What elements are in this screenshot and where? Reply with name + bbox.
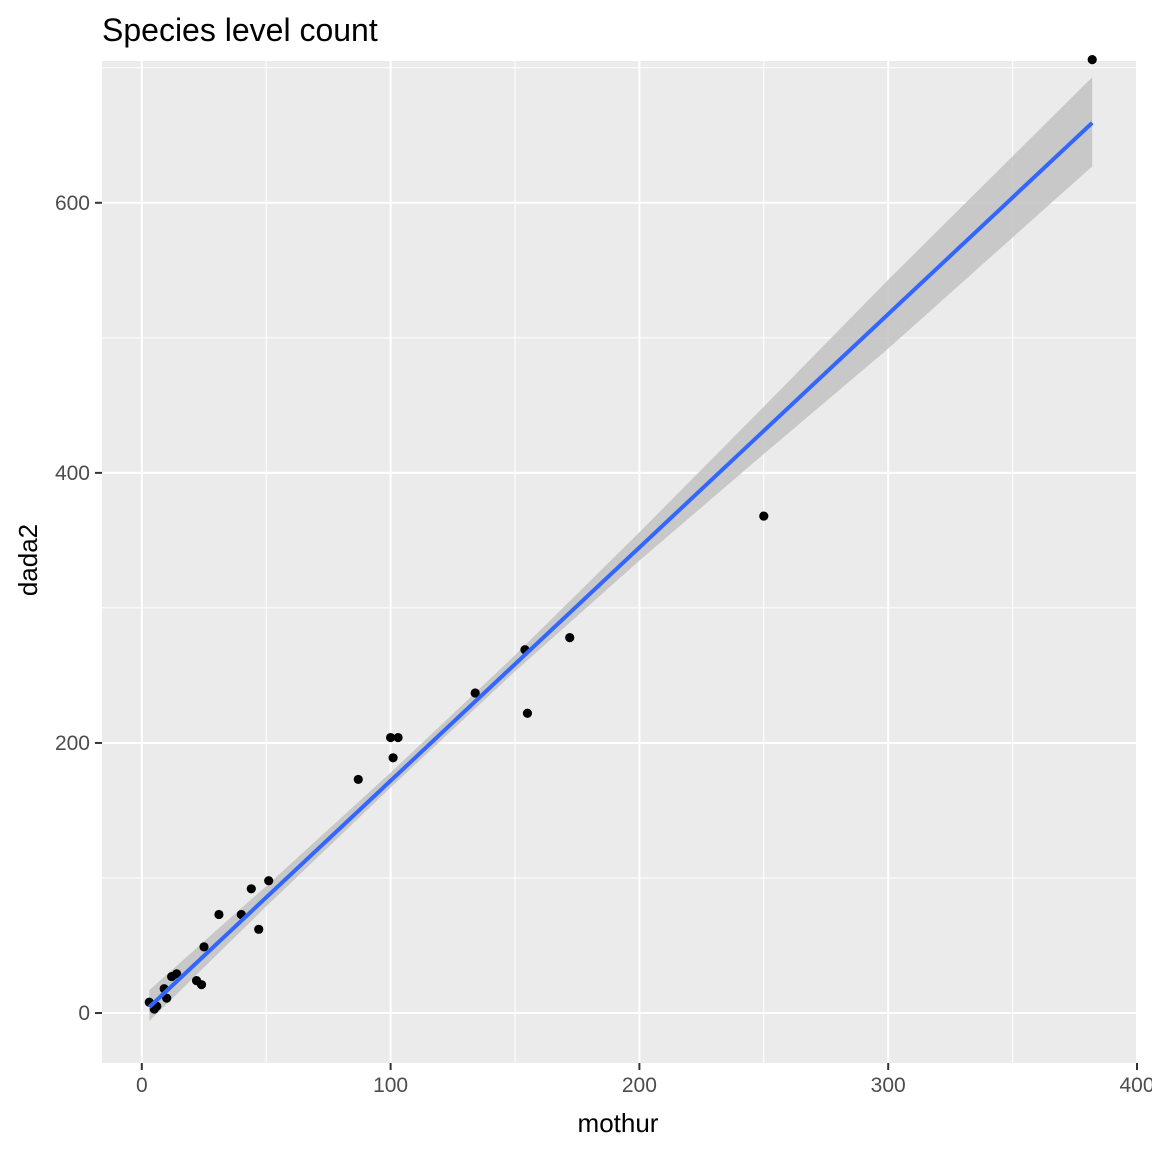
data-point [388,753,398,763]
data-point [522,708,533,718]
data-point [214,909,224,920]
y-tick-label: 400 [55,462,90,485]
data-point [1087,55,1097,65]
data-point [172,969,182,979]
x-axis-ticks: 0 100 200 300 400 [136,1063,1152,1097]
fit-line [147,121,1094,1009]
data-point [565,633,575,643]
data-point [246,884,256,894]
y-tick-label: 200 [55,732,90,755]
x-tick-label: 200 [622,1074,657,1097]
data-point [353,774,363,785]
x-tick-label: 100 [373,1074,408,1097]
data-point [470,688,480,698]
y-tick-label: 0 [78,1002,90,1025]
x-tick-label: 400 [1119,1074,1152,1097]
data-point [386,732,396,743]
data-point [264,876,274,886]
x-axis-title: mothur [578,1108,659,1138]
data-point [196,980,207,990]
data-point [254,924,264,934]
data-point [393,732,403,743]
chart-title: Species level count [102,12,378,48]
y-axis-ticks: 0 200 400 600 [55,192,102,1025]
y-axis-title: dada2 [13,524,43,596]
major-gridlines [102,61,1138,1063]
x-tick-label: 0 [136,1074,148,1097]
y-tick-label: 600 [55,192,90,215]
data-point [162,993,172,1003]
x-tick-label: 300 [871,1074,906,1097]
data-point [759,511,769,521]
data-point [199,942,209,952]
